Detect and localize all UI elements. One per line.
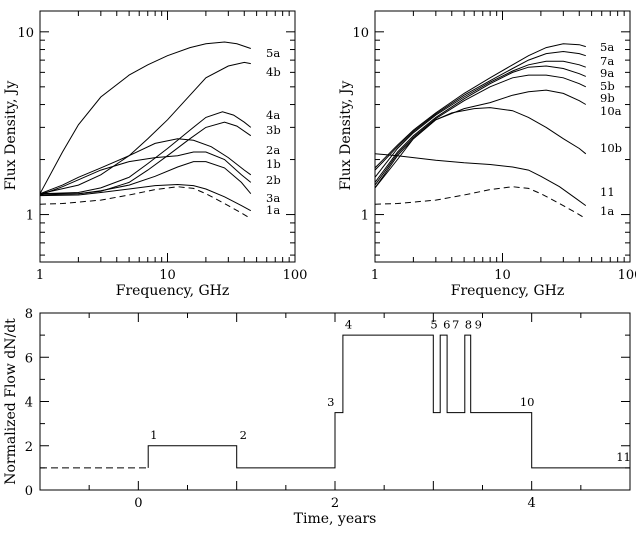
x-tick-label: 0 — [134, 496, 142, 511]
step-label-3: 3 — [327, 395, 334, 409]
y-tick-label: 0 — [25, 484, 33, 499]
step-label-5: 5 — [430, 317, 437, 331]
series-line-10b — [374, 107, 587, 189]
series-label-1b: 1b — [266, 157, 281, 171]
series-label-1a: 1a — [266, 203, 280, 217]
series-line-2b — [39, 161, 252, 196]
series-label-4b: 4b — [266, 65, 281, 79]
step-label-4: 4 — [345, 317, 352, 331]
x-axis-label: Frequency, GHz — [116, 283, 230, 299]
series-line-9a — [374, 60, 586, 178]
series-line-2a — [39, 138, 252, 195]
y-tick-label: 1 — [361, 209, 369, 224]
flow-step-line — [147, 334, 630, 469]
series-label-5b: 5b — [600, 79, 615, 93]
y-tick-label: 4 — [25, 396, 33, 411]
x-tick-label: 100 — [283, 268, 308, 283]
y-tick-label: 2 — [25, 440, 33, 455]
x-axis-label: Time, years — [294, 511, 377, 527]
y-tick-label: 10 — [352, 26, 369, 41]
series-label-5a: 5a — [266, 46, 280, 60]
x-tick-label: 4 — [528, 496, 536, 511]
series-line-7a — [374, 50, 586, 171]
series-line-1b — [39, 151, 252, 196]
series-line-4b — [39, 61, 251, 195]
x-tick-label: 2 — [331, 496, 339, 511]
y-tick-label: 8 — [25, 307, 33, 322]
series-label-10b: 10b — [600, 141, 622, 155]
y-tick-label: 10 — [17, 26, 34, 41]
series-label-11: 11 — [600, 185, 615, 199]
series-line-3a — [39, 183, 252, 212]
series-label-3a: 3a — [266, 191, 280, 205]
y-axis-label: Flux Density, Jy — [338, 80, 354, 190]
x-tick-label: 1 — [36, 268, 44, 283]
x-tick-label: 10 — [494, 268, 511, 283]
series-line-11 — [374, 153, 587, 207]
series-line-5a — [374, 43, 586, 169]
x-tick-label: 100 — [618, 268, 636, 283]
step-label-7: 7 — [452, 317, 459, 331]
step-label-6: 6 — [443, 317, 450, 331]
series-label-9a: 9a — [600, 66, 614, 80]
y-axis-label: Normalized Flow dN/dt — [3, 318, 19, 485]
series-line-9b — [374, 74, 587, 186]
series-label-2a: 2a — [266, 143, 280, 157]
x-tick-label: 10 — [159, 268, 176, 283]
series-line-5a — [39, 41, 251, 194]
series-label-5a: 5a — [600, 40, 614, 54]
series-label-10a: 10a — [600, 104, 622, 118]
series-label-1a: 1a — [600, 204, 614, 218]
step-label-11: 11 — [616, 450, 631, 464]
series-label-2b: 2b — [266, 173, 281, 187]
series-line-1a — [374, 186, 587, 220]
y-tick-label: 6 — [25, 351, 33, 366]
plot-frame — [39, 10, 296, 263]
series-line-5b — [374, 65, 586, 183]
step-label-1: 1 — [150, 428, 157, 442]
step-label-10: 10 — [520, 395, 535, 409]
x-axis-label: Frequency, GHz — [451, 283, 565, 299]
series-label-7a: 7a — [600, 54, 614, 68]
y-tick-label: 1 — [26, 209, 34, 224]
series-label-3b: 3b — [266, 123, 281, 137]
series-line-1a — [39, 186, 252, 220]
x-tick-label: 1 — [371, 268, 379, 283]
step-label-8: 8 — [465, 317, 472, 331]
panel-bottom: 0 2 4 0 2 4 6 8 Time, years Normalized Flow dN/dt… — [3, 307, 631, 527]
step-label-9: 9 — [475, 317, 482, 331]
y-axis-label: Flux Density, Jy — [3, 80, 19, 190]
series-label-9b: 9b — [600, 91, 615, 105]
step-label-2: 2 — [240, 428, 247, 442]
series-label-4a: 4a — [266, 108, 280, 122]
